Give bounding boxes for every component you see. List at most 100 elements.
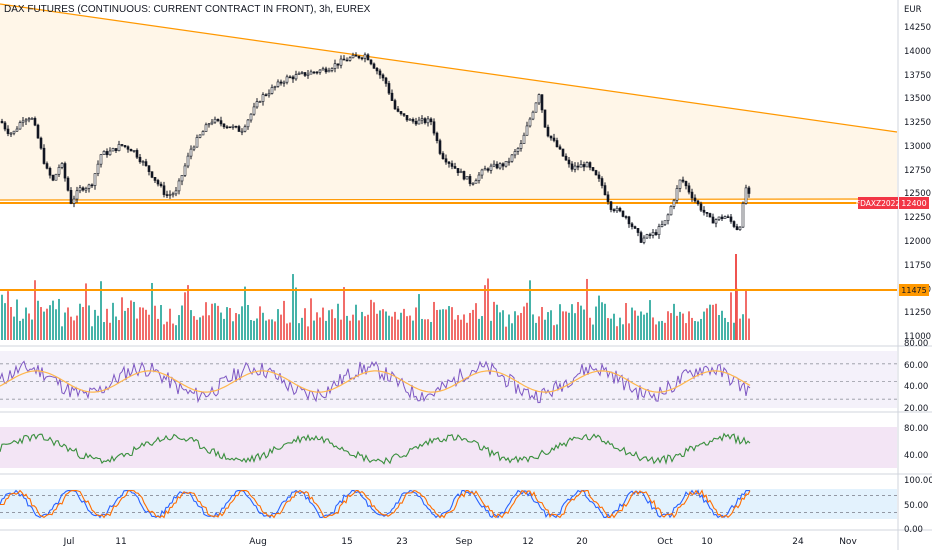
candle-body — [471, 182, 475, 185]
candle-body — [336, 63, 340, 66]
volume-bar — [505, 326, 507, 340]
candle-body — [339, 58, 343, 66]
volume-bar — [742, 314, 744, 340]
candle-body — [606, 194, 610, 203]
candle-body — [351, 54, 355, 59]
candle-body — [630, 223, 634, 227]
volume-bar — [25, 307, 27, 340]
candle-body — [639, 232, 643, 243]
volume-bar — [103, 322, 105, 340]
time-axis-label: Oct — [657, 537, 673, 547]
candle-body — [462, 171, 466, 180]
candle-body — [117, 144, 121, 152]
candle-body — [72, 198, 76, 204]
candle-body — [645, 234, 649, 239]
candle-body — [405, 115, 409, 121]
candle-body — [387, 83, 391, 94]
volume-bar — [352, 314, 354, 340]
volume-bar — [724, 317, 726, 340]
volume-bar — [637, 315, 639, 340]
candle-body — [720, 216, 724, 220]
candle-body — [309, 71, 313, 75]
volume-bar — [460, 319, 462, 340]
candle-body — [561, 148, 565, 157]
volume-bar — [616, 326, 618, 340]
candle-body — [258, 101, 262, 103]
volume-bar — [709, 304, 711, 340]
volume-bar — [148, 314, 150, 340]
candle-body — [576, 165, 580, 168]
candle-body — [0, 120, 4, 124]
candle-body — [558, 146, 562, 150]
volume-bar — [721, 310, 723, 340]
candle-body — [714, 219, 718, 224]
candle-body — [708, 213, 712, 218]
volume-bar — [172, 323, 174, 340]
volume-bar — [445, 309, 447, 340]
volume-bar — [337, 303, 339, 340]
candle-body — [459, 171, 463, 174]
candle-body — [231, 125, 235, 128]
time-axis-label: Nov — [839, 537, 857, 547]
volume-bar — [88, 305, 90, 340]
volume-bar — [355, 304, 357, 340]
candle-body — [207, 123, 211, 126]
volume-bar — [181, 305, 183, 340]
volume-bar — [190, 310, 192, 340]
volume-bar — [334, 318, 336, 340]
candle-body — [609, 201, 613, 210]
volume-bar — [415, 307, 417, 340]
candle-body — [303, 72, 307, 76]
volume-bar — [547, 312, 549, 340]
volume-bar — [265, 320, 267, 340]
volume-bar — [343, 287, 345, 340]
candle-body — [333, 63, 337, 69]
volume-bar — [199, 317, 201, 340]
candle-body — [438, 140, 442, 154]
candle-body — [570, 163, 574, 170]
volume-spike-bar — [735, 254, 737, 340]
candle-body — [69, 190, 73, 204]
candle-body — [648, 234, 652, 236]
volume-bar — [175, 325, 177, 340]
candle-body — [447, 161, 451, 164]
candle-body — [432, 121, 436, 134]
candle-body — [666, 214, 670, 221]
candle-body — [390, 92, 394, 101]
volume-bar — [49, 305, 51, 340]
volume-bar — [250, 320, 252, 340]
volume-bar — [730, 292, 732, 340]
volume-bar — [166, 321, 168, 340]
volume-bar — [418, 294, 420, 340]
volume-bar — [169, 308, 171, 340]
volume-bar — [553, 325, 555, 340]
candle-body — [363, 54, 367, 59]
volume-bar — [19, 320, 21, 340]
candle-body — [63, 163, 67, 179]
candle-body — [201, 131, 205, 136]
candle-body — [156, 180, 160, 185]
volume-bar — [364, 316, 366, 340]
volume-bar — [466, 322, 468, 340]
candle-body — [498, 163, 502, 169]
volume-bar — [1, 294, 3, 340]
volume-bar — [388, 315, 390, 340]
volume-bar — [46, 308, 48, 340]
volume-bar — [151, 282, 153, 340]
candle-body — [261, 94, 265, 102]
volume-bar — [271, 319, 273, 340]
volume-bar — [262, 312, 264, 340]
volume-bar — [313, 320, 315, 340]
candle-body — [744, 187, 748, 204]
candle-body — [615, 207, 619, 212]
candle-body — [480, 169, 484, 176]
candle-body — [90, 184, 94, 187]
candle-body — [219, 120, 223, 125]
candle-body — [531, 111, 535, 120]
candle-body — [27, 118, 31, 121]
stoch-tick-label: 100.00 — [904, 476, 932, 486]
candle-body — [516, 148, 520, 152]
candle-body — [165, 194, 169, 196]
volume-bar — [376, 313, 378, 340]
